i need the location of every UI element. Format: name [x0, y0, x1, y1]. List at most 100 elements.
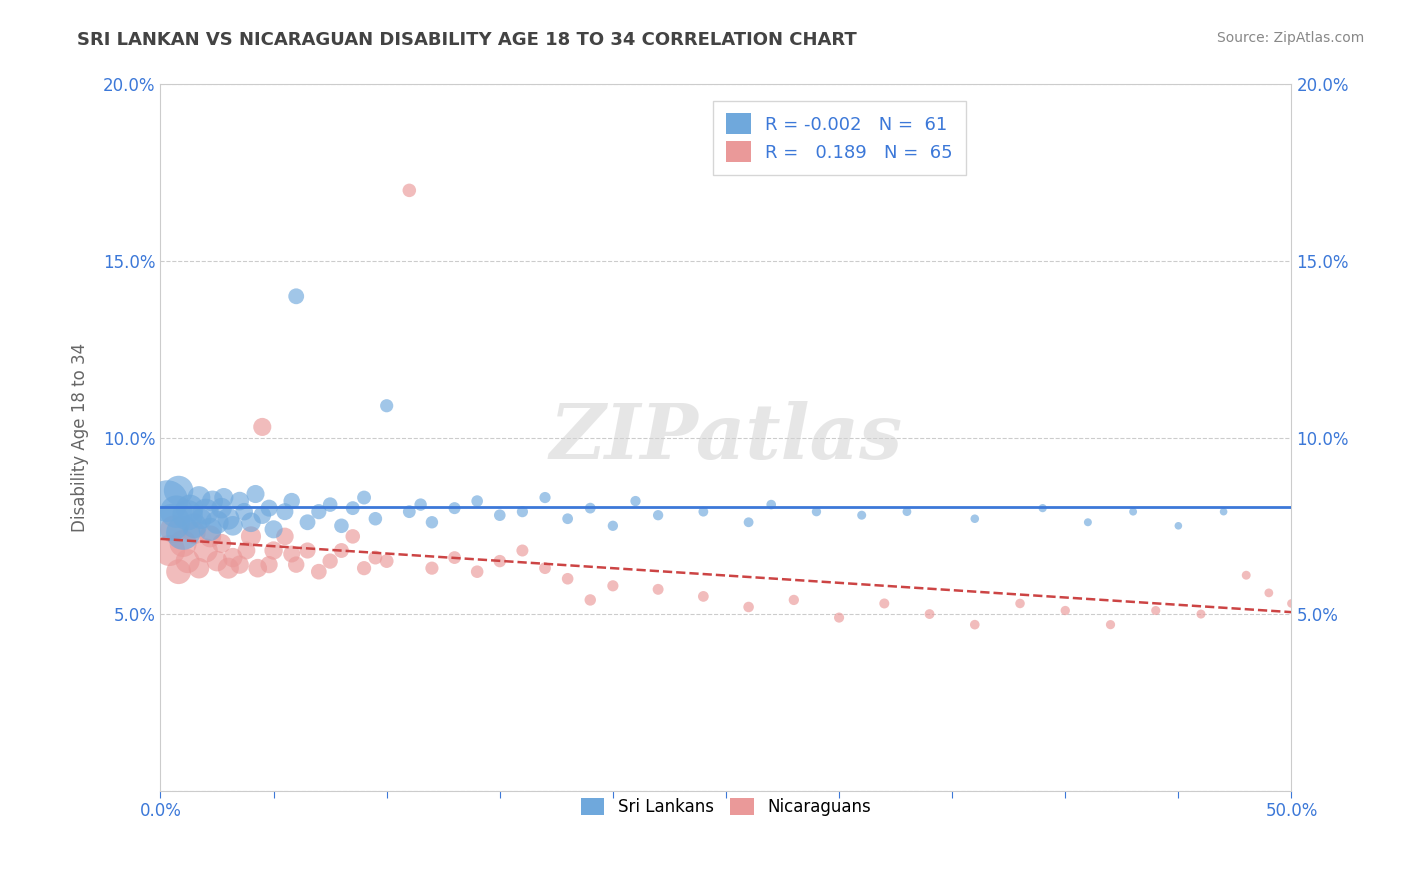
Point [211, 501, 233, 516]
Point [737, 515, 759, 529]
Point [235, 543, 257, 558]
Point [692, 590, 714, 604]
Point [512, 505, 534, 519]
Point [183, 518, 205, 533]
Point [1077, 515, 1099, 529]
Point [194, 505, 217, 519]
Point [783, 593, 806, 607]
Point [579, 501, 602, 516]
Point [1054, 603, 1077, 617]
Point [274, 529, 297, 543]
Point [228, 558, 250, 572]
Point [465, 565, 488, 579]
Point [190, 512, 212, 526]
Point [806, 505, 828, 519]
Point [201, 494, 224, 508]
Point [761, 498, 783, 512]
Point [156, 494, 179, 508]
Point [167, 483, 190, 498]
Point [398, 505, 420, 519]
Point [308, 505, 330, 519]
Point [211, 536, 233, 550]
Point [420, 515, 443, 529]
Point [1303, 610, 1326, 624]
Point [222, 518, 245, 533]
Point [330, 543, 353, 558]
Point [409, 498, 432, 512]
Point [918, 607, 941, 621]
Point [963, 512, 986, 526]
Point [167, 565, 190, 579]
Text: ZIPatlas: ZIPatlas [550, 401, 903, 475]
Point [1326, 590, 1348, 604]
Point [263, 522, 285, 536]
Point [200, 529, 222, 543]
Point [398, 183, 420, 197]
Point [602, 579, 624, 593]
Point [443, 550, 465, 565]
Point [1371, 610, 1393, 624]
Point [1144, 603, 1167, 617]
Point [692, 505, 714, 519]
Point [257, 501, 280, 516]
Point [1167, 518, 1189, 533]
Point [579, 593, 602, 607]
Point [187, 561, 209, 575]
Point [512, 543, 534, 558]
Legend: Sri Lankans, Nicaraguans: Sri Lankans, Nicaraguans [572, 789, 879, 824]
Point [1032, 501, 1054, 516]
Point [420, 561, 443, 575]
Point [308, 565, 330, 579]
Point [285, 558, 308, 572]
Point [280, 547, 302, 561]
Point [624, 494, 647, 508]
Point [222, 550, 245, 565]
Point [851, 508, 873, 523]
Point [353, 491, 375, 505]
Point [828, 610, 851, 624]
Point [257, 558, 280, 572]
Point [896, 505, 918, 519]
Point [183, 525, 205, 540]
Point [246, 561, 269, 575]
Point [1122, 505, 1144, 519]
Point [1234, 568, 1257, 582]
Point [963, 617, 986, 632]
Point [488, 508, 510, 523]
Point [319, 554, 342, 568]
Point [364, 550, 387, 565]
Point [1099, 617, 1122, 632]
Point [176, 508, 198, 523]
Point [319, 498, 342, 512]
Text: Source: ZipAtlas.com: Source: ZipAtlas.com [1216, 31, 1364, 45]
Point [163, 522, 186, 536]
Point [239, 529, 262, 543]
Point [488, 554, 510, 568]
Point [205, 554, 228, 568]
Y-axis label: Disability Age 18 to 34: Disability Age 18 to 34 [72, 343, 89, 533]
Point [557, 512, 579, 526]
Point [252, 508, 274, 523]
Point [353, 561, 375, 575]
Point [194, 543, 217, 558]
Point [160, 515, 183, 529]
Point [465, 494, 488, 508]
Point [443, 501, 465, 516]
Point [364, 512, 387, 526]
Point [330, 518, 353, 533]
Point [239, 515, 262, 529]
Point [1257, 586, 1279, 600]
Point [212, 491, 235, 505]
Point [285, 289, 308, 303]
Point [873, 597, 896, 611]
Point [534, 491, 557, 505]
Point [342, 529, 364, 543]
Point [297, 543, 319, 558]
Point [179, 501, 201, 516]
Point [1281, 597, 1303, 611]
Point [647, 508, 669, 523]
Point [172, 536, 194, 550]
Point [187, 491, 209, 505]
Point [172, 525, 194, 540]
Point [737, 599, 759, 614]
